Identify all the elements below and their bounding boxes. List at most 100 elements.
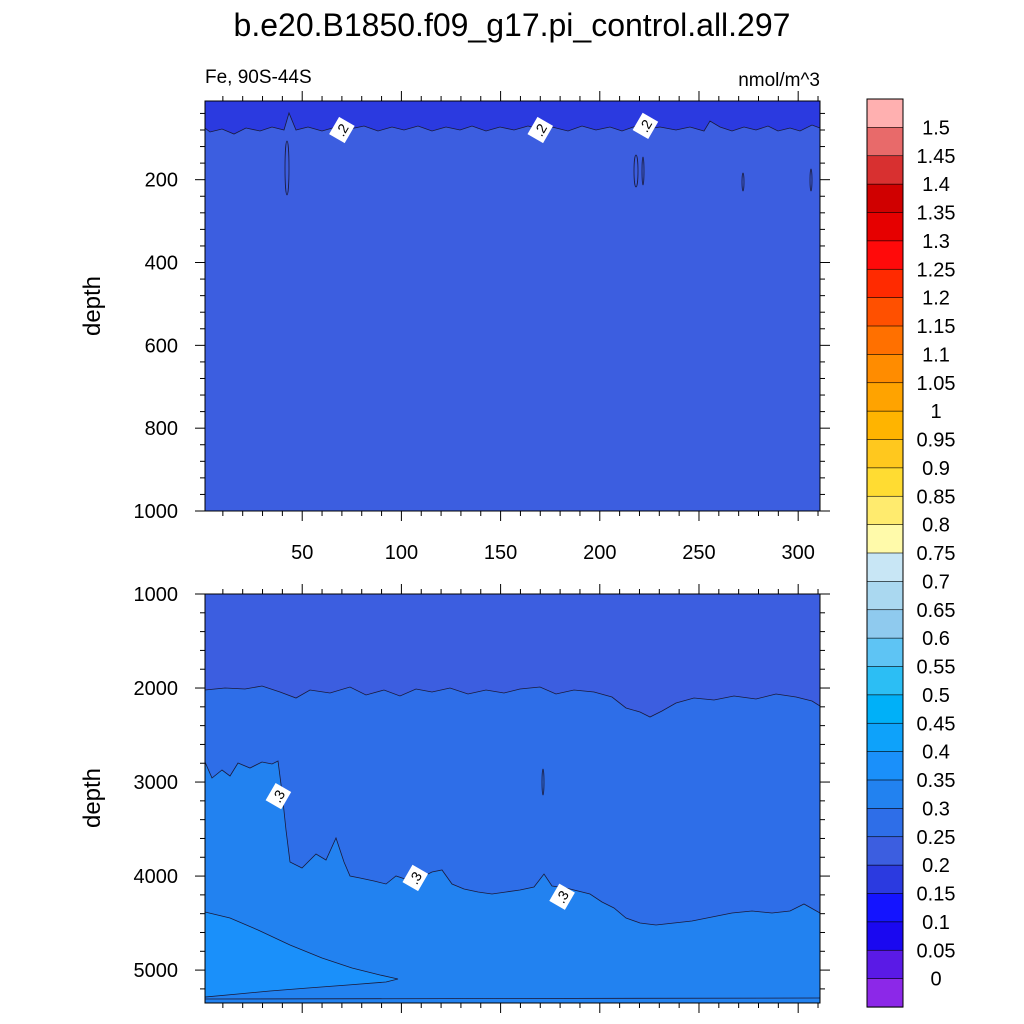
colorbar-label: 0	[930, 969, 941, 991]
colorbar-swatch	[866, 439, 904, 469]
contour-label-box	[632, 112, 659, 140]
top-region-surface	[204, 100, 821, 135]
colorbar-label: 0.5	[922, 685, 950, 707]
top-y-tick-label: 600	[145, 335, 178, 357]
colorbar-swatch	[866, 637, 904, 668]
colorbar-swatch	[866, 921, 904, 951]
colorbar-label: 0.45	[917, 713, 956, 735]
colorbar-swatch	[866, 893, 904, 923]
top-y-tick-label: 1000	[134, 501, 179, 523]
colorbar-swatch	[866, 864, 904, 895]
bottom-y-tick-label: 1000	[134, 584, 179, 606]
top-contour-blob-2	[633, 154, 639, 188]
colorbar-label: 0.75	[917, 543, 956, 565]
colorbar-label: 1.05	[917, 373, 956, 395]
colorbar-label: 0.7	[922, 571, 950, 593]
top-contour-blob-3	[641, 156, 645, 186]
top-contour-label: .2	[329, 116, 355, 144]
colorbar-label: 0.15	[917, 884, 956, 906]
colorbar-swatch	[866, 808, 904, 838]
colorbar-label: 0.35	[917, 770, 956, 792]
colorbar-label: 0.85	[917, 486, 956, 508]
bottom-contour-label: .3	[549, 883, 575, 910]
colorbar-swatch	[866, 127, 904, 157]
colorbar-swatch	[866, 467, 904, 497]
colorbar-label: 1.2	[922, 288, 950, 310]
x-tick-label: 100	[385, 542, 418, 564]
x-tick-label: 250	[682, 542, 715, 564]
colorbar-swatch	[866, 183, 904, 214]
contour-label-box	[402, 864, 429, 892]
bottom-region-0p35	[204, 911, 399, 998]
colorbar-label: 0.55	[917, 657, 956, 679]
colorbar-label: 0.6	[922, 628, 950, 650]
colorbar-swatch	[866, 581, 904, 611]
colorbar-label: 0.4	[922, 742, 950, 764]
colorbar-swatch	[866, 268, 904, 299]
colorbar-frame	[866, 98, 904, 1008]
top-ylabel: depth	[79, 276, 106, 336]
left-string: Fe, 90S-44S	[205, 67, 312, 88]
colorbar: 1.5 1.45 1.4 1.35 1.3 1.25 1.2 1.15 1.1 1.05 1 0.95…	[866, 98, 956, 1008]
top-contour-blob-5	[809, 168, 813, 192]
top-panel: .2 .2 .2 50 100 150 200 250 300 200 400 600 800 1000…	[79, 91, 830, 564]
colorbar-label: 0.8	[922, 515, 950, 537]
top-y-tick-label: 400	[145, 253, 178, 275]
colorbar-label: 0.25	[917, 827, 956, 849]
colorbar-swatch	[866, 354, 904, 384]
bottom-panel: .3 .3 .3 1000 2000 3000 4000 5000 depth	[79, 584, 830, 1013]
colorbar-swatch	[866, 666, 904, 696]
top-contour-blob-4	[741, 172, 745, 192]
colorbar-swatch	[866, 949, 904, 980]
contour-label-box	[549, 883, 575, 910]
right-string: nmol/m^3	[738, 70, 820, 91]
x-tick-label: 150	[484, 542, 517, 564]
colorbar-swatch	[866, 722, 904, 753]
colorbar-swatch	[866, 694, 904, 724]
colorbar-label: 1.1	[922, 344, 950, 366]
top-y-tick-label: 200	[145, 170, 178, 192]
bottom-contour-label: .3	[402, 864, 429, 892]
colorbar-label: 1	[930, 401, 941, 423]
colorbar-swatch	[866, 382, 904, 412]
colorbar-label: 0.1	[922, 912, 950, 934]
colorbar-swatch	[866, 552, 904, 582]
colorbar-label: 1.45	[917, 146, 956, 168]
colorbar-swatch	[866, 495, 904, 526]
top-plot-frame	[204, 100, 821, 512]
bottom-plot-frame	[204, 593, 821, 1004]
colorbar-label: 0.05	[917, 940, 956, 962]
colorbar-label: 0.9	[922, 458, 950, 480]
colorbar-swatch	[866, 98, 904, 128]
bottom-contour-blob-1	[541, 768, 545, 796]
top-y-tick-label: 800	[145, 418, 178, 440]
bottom-ylabel: depth	[79, 768, 106, 828]
top-region-lower	[205, 101, 820, 511]
colorbar-label: 1.3	[922, 231, 950, 253]
colorbar-swatch	[866, 978, 904, 1008]
colorbar-label: 0.65	[917, 600, 956, 622]
colorbar-swatch	[866, 836, 904, 866]
contour-label-box	[527, 116, 554, 144]
colorbar-swatch	[866, 155, 904, 185]
contour-label-box	[329, 116, 355, 144]
x-tick-label: 50	[291, 542, 313, 564]
colorbar-label: 1.5	[922, 117, 950, 139]
bottom-contour-label: .3	[265, 782, 292, 810]
x-tick-label: 300	[781, 542, 814, 564]
figure-title: b.e20.B1850.f09_g17.pi_control.all.297	[234, 7, 791, 43]
x-tick-label: 200	[583, 542, 616, 564]
colorbar-swatch	[866, 779, 904, 809]
colorbar-swatch	[866, 325, 904, 355]
contour-label-box	[265, 782, 292, 810]
top-contour-blob-1	[284, 140, 290, 196]
bottom-contour-bottom-edge	[204, 997, 821, 1000]
bottom-y-tick-label: 5000	[134, 960, 179, 982]
colorbar-label: 0.3	[922, 798, 950, 820]
colorbar-label: 1.35	[917, 203, 956, 225]
bottom-y-tick-label: 3000	[134, 772, 179, 794]
top-contour-label: .2	[527, 116, 554, 144]
colorbar-label: 0.2	[922, 855, 950, 877]
colorbar-label: 1.4	[922, 174, 950, 196]
